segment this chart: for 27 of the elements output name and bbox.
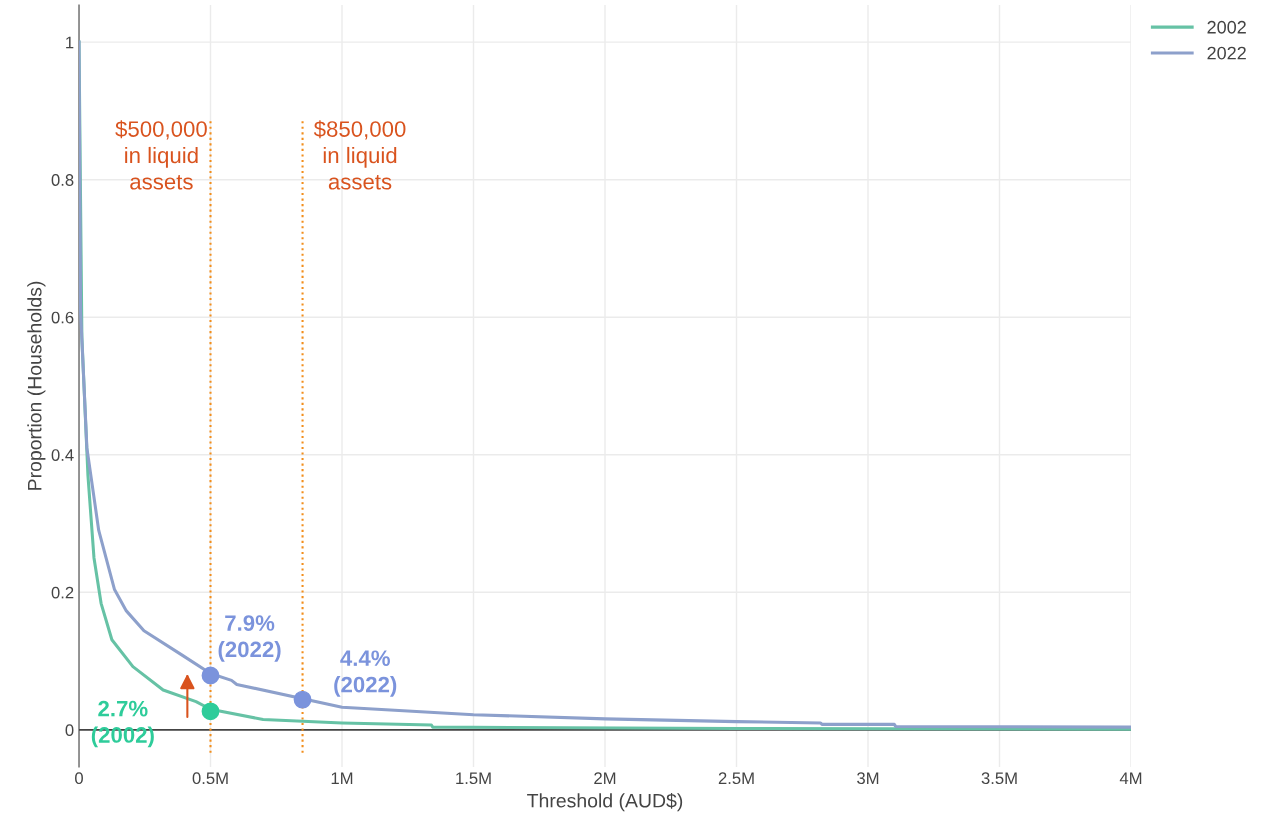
y-tick-label: 0.8	[51, 174, 74, 186]
y-tick-label: 0	[65, 724, 74, 737]
point	[293, 690, 312, 709]
x-tick-label: 1.5M	[456, 772, 491, 785]
y-axis-title: Proportion (Households)	[27, 281, 46, 490]
point	[201, 702, 220, 721]
x-tick-label: 4M	[1119, 772, 1142, 784]
annotation: 2.7% (2002)	[91, 700, 154, 748]
legend-label: 2002	[1207, 20, 1246, 34]
y-tick-label: 0.2	[51, 586, 74, 599]
x-tick-label: 3.5M	[981, 772, 1017, 785]
annotation: 7.9% (2022)	[218, 615, 281, 662]
x-tick-label: 3M	[857, 772, 879, 785]
point	[201, 666, 220, 685]
x-tick-label: 2M	[594, 772, 616, 784]
x-tick-label: 0.5M	[192, 772, 228, 785]
legend-label: 2022	[1207, 46, 1246, 60]
x-tick-label: 1M	[331, 772, 353, 784]
ref-line-label: $500,000 in liquid assets	[115, 120, 207, 190]
x-tick-label: 2.5M	[718, 772, 754, 785]
y-tick-label: 0.6	[51, 311, 74, 324]
ref-line-label: $850,000 in liquid assets	[313, 120, 406, 190]
x-axis-title: Threshold (AUD$)	[527, 792, 683, 812]
x-tick-label: 0	[75, 772, 83, 785]
annotation: 4.4% (2022)	[334, 650, 397, 697]
y-tick-label: 1	[66, 36, 74, 49]
y-tick-label: 0.4	[51, 449, 74, 461]
